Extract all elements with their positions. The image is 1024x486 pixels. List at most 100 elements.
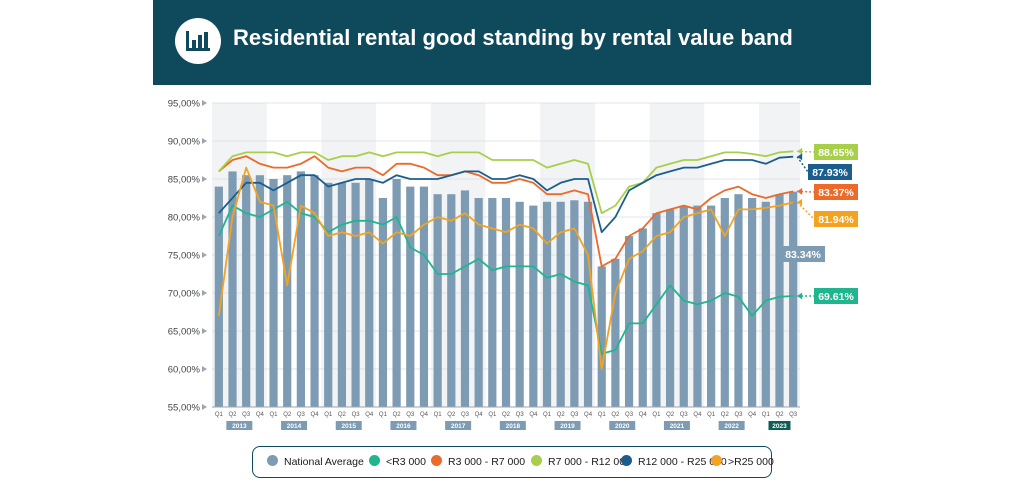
x-tick-label: Q3 — [625, 412, 634, 418]
bar — [611, 258, 620, 407]
bar — [720, 198, 729, 407]
end-label-arrow-icon — [797, 147, 803, 155]
bar — [665, 209, 675, 407]
y-tick-label: 70,00% — [168, 289, 201, 300]
x-tick-label: Q4 — [475, 412, 484, 418]
y-tick-label: 90,00% — [168, 137, 201, 148]
legend-label: R3 000 - R7 000 — [448, 456, 526, 468]
end-label: 83.37% — [818, 187, 854, 199]
bar — [501, 198, 511, 407]
x-tick-label: Q2 — [666, 412, 675, 418]
year-label-box — [445, 421, 472, 430]
x-tick-label: Q2 — [775, 412, 784, 418]
year-label: 2013 — [232, 423, 247, 430]
bar — [707, 205, 716, 407]
x-tick-label: Q3 — [789, 412, 798, 418]
bar — [761, 201, 770, 407]
bar — [652, 213, 661, 407]
bar — [378, 198, 388, 407]
bar — [679, 205, 688, 407]
bar — [789, 191, 798, 407]
y-tick-arrow-icon — [202, 252, 207, 258]
year-label: 2022 — [724, 423, 739, 430]
legend-item-r12000-r25000: R12 000 - R25 000 — [621, 455, 727, 468]
end-label: 69.61% — [818, 291, 854, 303]
y-tick-arrow-icon — [202, 138, 207, 144]
bar — [406, 186, 415, 407]
bar — [775, 194, 784, 407]
x-tick-label: Q2 — [283, 412, 292, 418]
legend-item-lt-r3000: <R3 000 — [369, 455, 426, 468]
x-tick-label: Q4 — [639, 412, 648, 418]
end-label-arrow-icon — [797, 153, 803, 161]
y-tick-arrow-icon — [202, 176, 207, 182]
series-line — [218, 155, 794, 268]
x-tick-label: Q2 — [338, 412, 347, 418]
x-tick-label: Q3 — [680, 412, 689, 418]
x-tick-label: Q1 — [707, 412, 716, 418]
year-label-box — [663, 421, 690, 430]
bar — [570, 200, 579, 407]
y-tick-label: 75,00% — [168, 251, 201, 262]
x-tick-label: Q1 — [434, 412, 443, 418]
x-tick-label: Q2 — [721, 412, 730, 418]
bar — [296, 171, 305, 407]
end-label-box — [814, 184, 858, 200]
x-tick-label: Q3 — [734, 412, 743, 418]
year-label-box — [390, 421, 417, 430]
legend-swatch — [711, 455, 722, 466]
legend-label: R7 000 - R12 000 — [548, 456, 631, 468]
year-label: 2023 — [772, 423, 787, 430]
x-tick-label: Q4 — [748, 412, 757, 418]
end-label-leader — [796, 156, 809, 173]
bar — [734, 194, 743, 407]
legend-swatch — [267, 455, 278, 466]
x-tick-label: Q4 — [256, 412, 265, 418]
header-banner: Residential rental good standing by rent… — [153, 0, 871, 85]
year-label-box — [281, 421, 308, 430]
x-tick-label: Q3 — [570, 412, 579, 418]
x-tick-label: Q4 — [584, 412, 593, 418]
bar — [392, 179, 401, 407]
legend-swatch — [531, 455, 542, 466]
y-tick-label: 95,00% — [168, 99, 201, 110]
bar — [242, 175, 251, 407]
year-label: 2020 — [615, 423, 630, 430]
bar — [365, 179, 374, 407]
y-tick-label: 80,00% — [168, 213, 201, 224]
bar — [255, 175, 264, 407]
year-label: 2019 — [560, 423, 575, 430]
x-tick-label: Q2 — [557, 412, 566, 418]
bar — [269, 179, 278, 407]
series-line — [218, 155, 794, 234]
legend-label: R12 000 - R25 000 — [638, 456, 727, 468]
end-label-box — [781, 246, 825, 262]
y-tick-label: 55,00% — [168, 403, 201, 414]
bar — [460, 190, 470, 407]
end-label-leader — [797, 190, 815, 193]
legend-swatch — [621, 455, 632, 466]
x-tick-label: Q4 — [365, 412, 374, 418]
year-label-box — [554, 421, 581, 430]
bar — [447, 194, 456, 407]
year-label: 2017 — [451, 423, 466, 430]
x-tick-label: Q2 — [447, 412, 456, 418]
end-label-arrow-icon — [797, 198, 803, 206]
x-tick-label: Q1 — [543, 412, 552, 418]
x-tick-label: Q3 — [406, 412, 415, 418]
bar — [556, 201, 565, 407]
series-line — [217, 166, 794, 370]
x-tick-label: Q1 — [324, 412, 333, 418]
year-label: 2021 — [670, 423, 685, 430]
y-tick-arrow-icon — [202, 214, 207, 220]
year-label-box — [768, 421, 791, 430]
bar — [419, 186, 429, 407]
y-tick-label: 60,00% — [168, 365, 201, 376]
x-tick-label: Q1 — [270, 412, 279, 418]
end-label-box — [814, 211, 858, 227]
legend-item-r3000-r7000: R3 000 - R7 000 — [431, 455, 525, 468]
x-tick-label: Q1 — [652, 412, 661, 418]
year-label: 2016 — [396, 423, 411, 430]
end-label: 87.93% — [812, 167, 848, 179]
x-tick-label: Q4 — [529, 412, 538, 418]
